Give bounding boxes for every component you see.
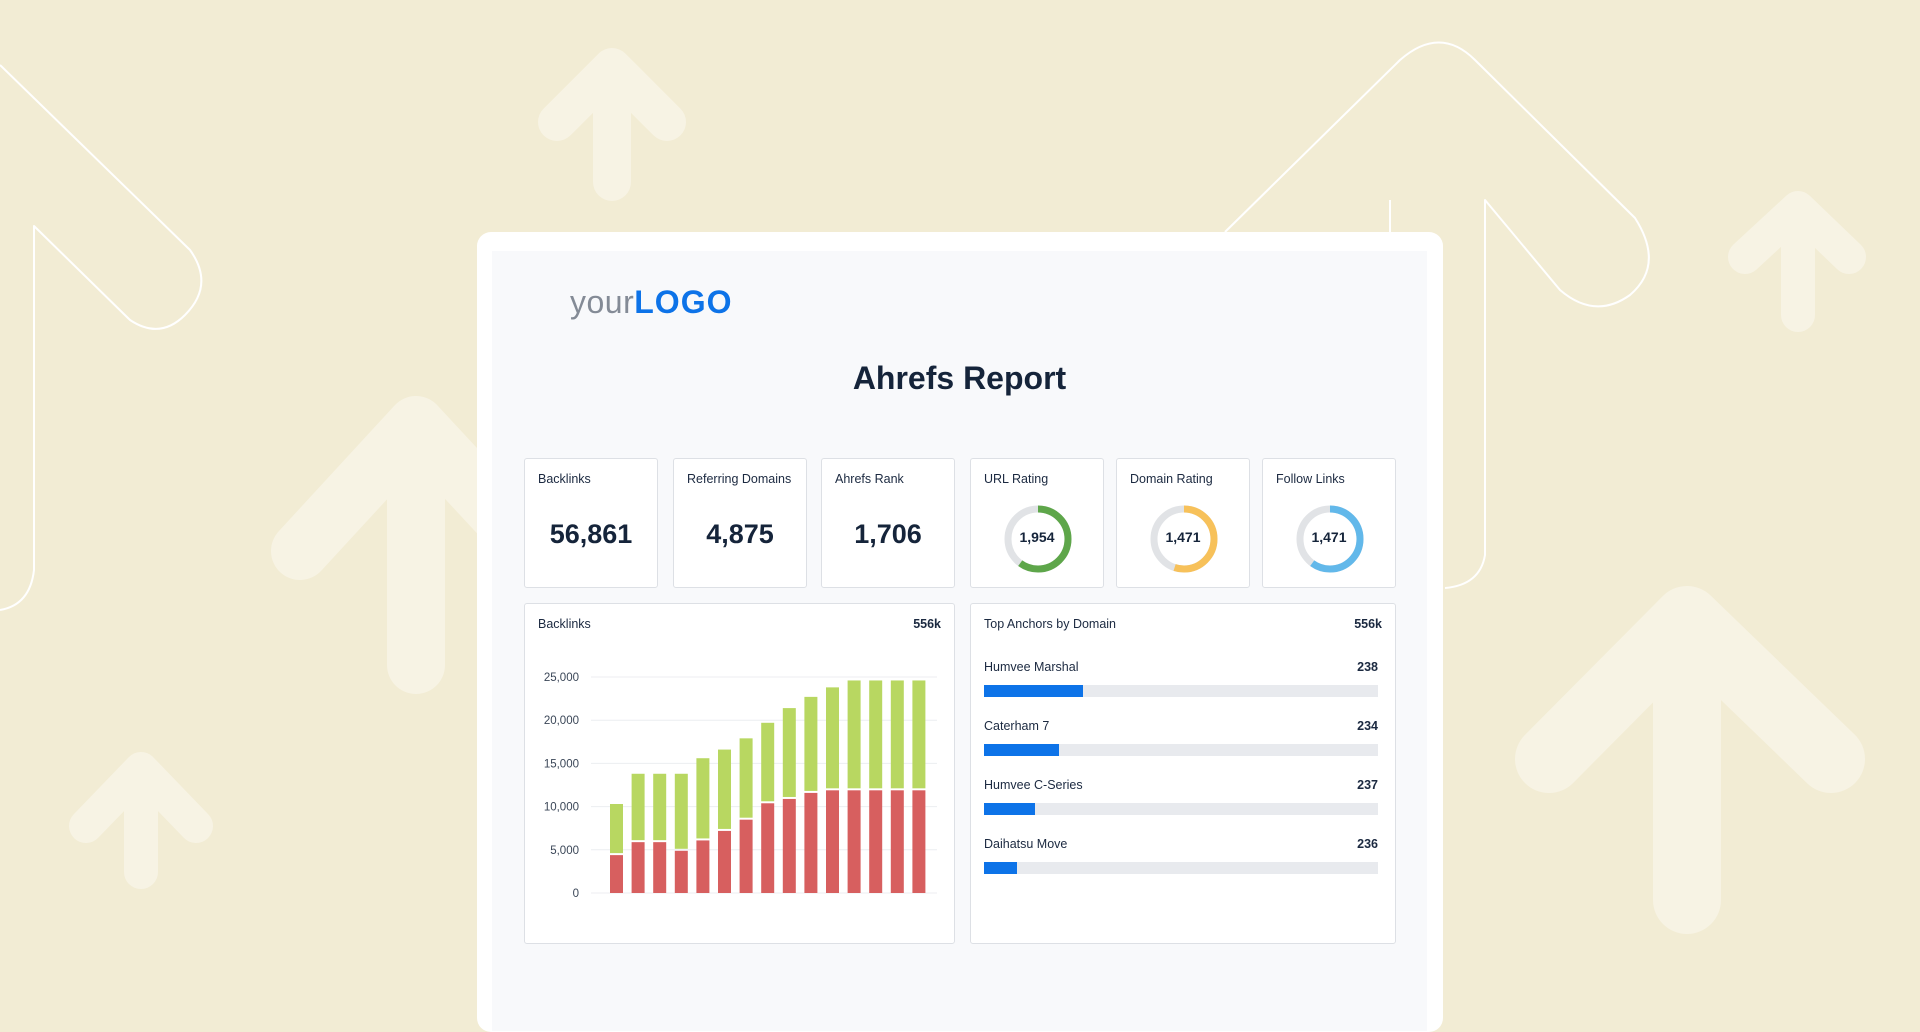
y-tick-label: 15,000 (544, 758, 579, 770)
bar-segment-lower (739, 819, 753, 893)
bar-segment-lower (718, 830, 731, 893)
anchor-name: Caterham 7 (984, 719, 1050, 733)
anchor-item: Humvee C-Series 237 (984, 778, 1378, 818)
anchor-name: Humvee C-Series (984, 778, 1083, 792)
bar-segment-lower (804, 792, 818, 893)
kpi-card-follow-links: Follow Links 1,471 (1262, 458, 1396, 588)
kpi-card-url-rating: URL Rating 1,954 (970, 458, 1104, 588)
arrow-up-icon (538, 48, 686, 201)
bar-segment-lower (782, 798, 796, 893)
kpi-label: URL Rating (984, 472, 1049, 486)
y-tick-label: 20,000 (544, 715, 579, 727)
donut-gauge (1004, 505, 1072, 573)
anchor-bar-fill (984, 803, 1036, 815)
anchor-item: Caterham 7 234 (984, 719, 1378, 759)
kpi-value: 1,471 (1311, 529, 1347, 545)
bar-segment-upper (847, 680, 861, 789)
outline-arrow-icon (0, 41, 1650, 611)
y-tick-label: 0 (573, 888, 579, 900)
backlinks-bar-chart: 0 5,000 10,000 15,000 20,000 25,000 (544, 672, 937, 900)
y-tick-label: 25,000 (544, 672, 579, 684)
y-tick-label: 5,000 (550, 845, 579, 857)
anchor-value: 238 (1357, 660, 1378, 674)
anchor-bar-fill (984, 862, 1018, 874)
kpi-card-ahrefs-rank: Ahrefs Rank 1,706 (821, 458, 955, 588)
bar-segment-upper (696, 758, 710, 839)
panel-title: Backlinks (538, 617, 591, 631)
bar-segment-lower (631, 842, 645, 893)
anchor-bar-track (984, 803, 1378, 815)
page-title: Ahrefs Report (852, 360, 1067, 396)
bar-segment-lower (674, 850, 688, 893)
anchor-value: 236 (1357, 837, 1378, 851)
kpi-label: Backlinks (538, 472, 591, 486)
kpi-value: 4,875 (706, 519, 774, 549)
background-arrows (0, 41, 1866, 934)
backlinks-chart-panel: Backlinks 556k 0 5,000 10,000 15,000 20,000 2… (524, 603, 955, 944)
arrow-up-icon (1515, 586, 1865, 934)
anchor-name: Humvee Marshal (984, 660, 1079, 674)
bar-segment-lower (696, 840, 710, 893)
kpi-value: 1,954 (1019, 529, 1055, 545)
bar-segment-upper (869, 680, 883, 789)
kpi-label: Referring Domains (687, 472, 792, 486)
bar-segment-lower (890, 790, 904, 893)
bar-segment-upper (674, 773, 688, 849)
kpi-label: Follow Links (1276, 472, 1345, 486)
kpi-value: 1,471 (1165, 529, 1201, 545)
kpi-card-domain-rating: Domain Rating 1,471 (1116, 458, 1250, 588)
kpi-card-backlinks: Backlinks 56,861 (524, 458, 658, 588)
arrow-up-icon (1728, 191, 1866, 332)
bar-segment-lower (761, 803, 775, 893)
bar-segment-upper (610, 804, 623, 854)
anchor-bar-fill (984, 744, 1059, 756)
anchor-item: Daihatsu Move 236 (984, 837, 1378, 877)
logo: yourLOGO (570, 284, 733, 320)
bar-segment-upper (718, 749, 731, 829)
anchor-value: 237 (1357, 778, 1378, 792)
arrow-up-icon (69, 752, 213, 889)
kpi-value: 56,861 (549, 519, 633, 549)
bar-segment-upper (739, 738, 753, 818)
kpi-label: Ahrefs Rank (835, 472, 904, 486)
bar-segment-upper (890, 680, 904, 789)
bar-segment-upper (826, 687, 839, 789)
anchor-bar-track (984, 862, 1378, 874)
anchor-item: Humvee Marshal 238 (984, 660, 1378, 700)
bar-segment-upper (761, 722, 775, 802)
panel-title: Top Anchors by Domain (984, 617, 1117, 631)
bar-segment-upper (912, 680, 926, 789)
bar-segment-lower (653, 842, 667, 893)
bar-segment-lower (912, 790, 926, 893)
bar-segment-lower (869, 790, 883, 893)
donut-gauge (1296, 505, 1364, 573)
anchor-bar-track (984, 685, 1378, 697)
bar-segment-upper (782, 708, 796, 797)
anchor-value: 234 (1357, 719, 1378, 733)
y-tick-label: 10,000 (544, 802, 579, 814)
kpi-card-referring-domains: Referring Domains 4,875 (673, 458, 807, 588)
panel-total: 556k (1354, 617, 1382, 631)
kpi-value: 1,706 (854, 519, 922, 549)
top-anchors-panel: Top Anchors by Domain 556k Humvee Marsha… (970, 603, 1396, 944)
anchor-bar-track (984, 744, 1378, 756)
bar-segment-upper (653, 773, 667, 841)
bar-segment-lower (847, 790, 861, 893)
panel-total: 556k (913, 617, 941, 631)
bar-segment-lower (610, 855, 623, 893)
bar-segment-upper (804, 696, 818, 791)
kpi-label: Domain Rating (1130, 472, 1213, 486)
anchor-bar-fill (984, 685, 1083, 697)
bar-segment-upper (631, 773, 645, 841)
anchor-name: Daihatsu Move (984, 837, 1068, 851)
bar-segment-lower (826, 790, 839, 893)
donut-gauge (1150, 505, 1218, 573)
